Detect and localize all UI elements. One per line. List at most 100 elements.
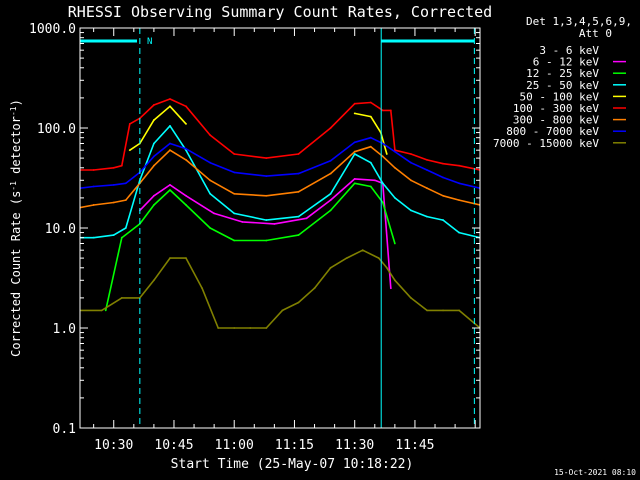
axis-layer: 1000.0 100.0 10.0 1.0 0.1 10:30 10:45 11:00 11:1… <box>29 22 480 453</box>
data-point <box>185 158 187 161</box>
data-point <box>373 179 376 182</box>
data-point <box>329 159 332 162</box>
data-point <box>297 153 300 155</box>
data-point <box>389 257 392 260</box>
data-point <box>410 179 412 182</box>
legend-item-label: 12 - 25 keV <box>526 67 599 80</box>
data-point <box>213 212 216 215</box>
data-point <box>265 239 268 242</box>
data-point <box>377 257 380 260</box>
data-point <box>92 204 95 206</box>
data-point <box>209 161 212 164</box>
x-tick-label: 11:15 <box>275 438 314 453</box>
data-point <box>369 115 372 118</box>
data-point <box>120 296 123 299</box>
data-point <box>169 189 171 191</box>
data-point <box>313 287 316 290</box>
data-point <box>393 279 396 282</box>
data-point <box>241 221 244 223</box>
data-point <box>389 287 392 290</box>
data-point <box>381 201 384 204</box>
data-point <box>385 266 388 269</box>
data-point <box>120 236 123 239</box>
data-point <box>458 199 461 202</box>
data-point <box>265 327 268 329</box>
x-axis-label: Start Time (25-May-07 10:18:22) <box>171 457 414 472</box>
data-point <box>265 194 268 197</box>
y-axis-label-mid: detector <box>9 116 23 181</box>
data-point <box>329 266 332 269</box>
data-point <box>369 101 372 104</box>
data-point <box>297 190 300 193</box>
data-point <box>92 185 95 188</box>
data-point <box>273 222 276 225</box>
data-point <box>112 166 115 169</box>
series-line-7 <box>80 145 480 209</box>
y-axis-label-end: ) <box>9 99 23 106</box>
y-axis-label-sup1: -1 <box>9 181 18 191</box>
data-point <box>442 194 444 197</box>
x-tick-label: 11:45 <box>395 438 434 453</box>
data-point <box>329 172 332 175</box>
data-point <box>442 219 444 221</box>
data-point <box>169 142 171 145</box>
legend-item-label: 3 - 6 keV <box>539 44 599 57</box>
data-point <box>369 185 372 188</box>
y-tick-label: 0.1 <box>53 422 76 437</box>
data-point <box>329 199 332 202</box>
data-point <box>329 127 332 129</box>
data-point <box>185 122 187 125</box>
legend-item-label: 25 - 50 keV <box>526 79 599 92</box>
data-point <box>233 239 236 242</box>
data-point <box>185 194 187 197</box>
data-point <box>273 224 276 227</box>
series-line-6 <box>80 98 480 171</box>
data-point <box>233 212 236 215</box>
data-point <box>353 102 356 105</box>
data-point <box>152 104 155 106</box>
data-point <box>209 134 212 136</box>
data-point <box>381 109 384 112</box>
y-tick-label: 100.0 <box>37 122 76 137</box>
data-point <box>329 201 332 204</box>
data-point <box>124 227 127 229</box>
y-axis-label-sup2: -1 <box>9 106 18 116</box>
data-point <box>410 153 412 155</box>
legend-item-label: 7000 - 15000 keV <box>493 137 599 150</box>
legend-item-label: 6 - 12 keV <box>533 56 600 69</box>
data-point <box>410 209 412 212</box>
data-point <box>442 162 444 165</box>
data-point <box>209 227 212 229</box>
y-axis-label-main: Corrected Count Rate (s <box>9 191 23 357</box>
data-point <box>297 301 300 304</box>
data-point <box>169 257 171 260</box>
data-point <box>381 155 384 158</box>
data-point <box>426 158 428 161</box>
data-point <box>410 161 412 164</box>
data-point <box>369 136 372 139</box>
chart-title: RHESSI Observing Summary Count Rates, Co… <box>68 3 492 21</box>
data-point <box>297 215 300 218</box>
data-point <box>305 219 308 221</box>
x-tick-label: 10:45 <box>154 438 193 453</box>
data-point <box>201 287 203 290</box>
data-point <box>426 309 428 312</box>
data-point <box>169 105 171 108</box>
data-point <box>100 309 103 312</box>
data-point <box>185 105 187 108</box>
data-point <box>152 279 155 282</box>
data-point <box>169 124 171 127</box>
data-point <box>265 175 268 178</box>
data-point <box>152 142 155 145</box>
data-point <box>458 182 461 185</box>
data-point <box>209 179 212 182</box>
series-line-9 <box>80 249 480 329</box>
data-point <box>209 192 212 195</box>
data-point <box>426 187 428 190</box>
data-point <box>458 231 461 234</box>
data-point <box>112 201 115 204</box>
data-point <box>213 215 216 218</box>
data-point <box>369 161 372 164</box>
data-point <box>233 153 236 155</box>
